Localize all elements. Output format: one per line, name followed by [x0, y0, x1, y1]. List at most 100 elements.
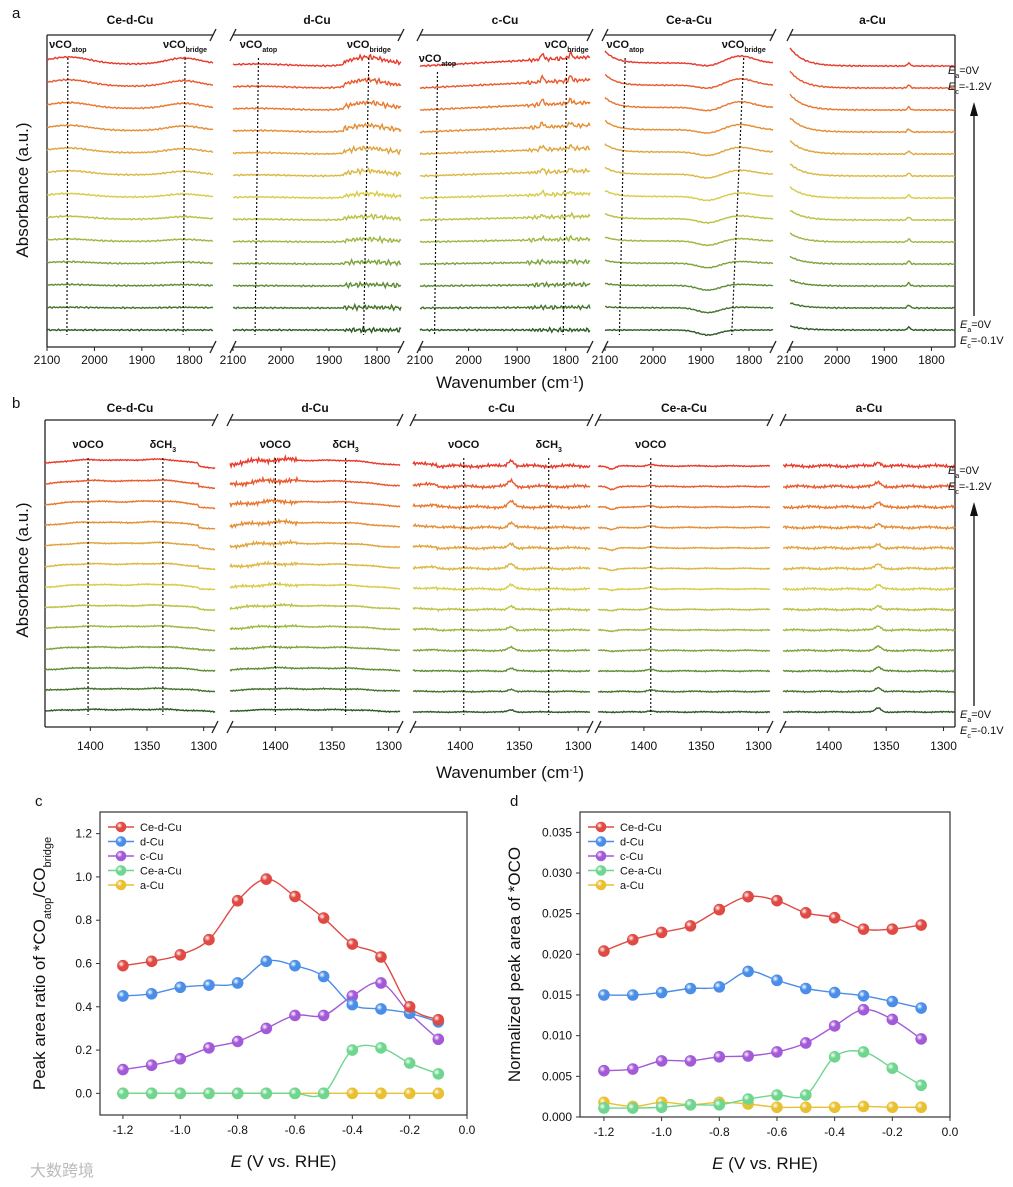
x-tick-label: -0.8 [709, 1125, 730, 1139]
spectrum-trace-12 [782, 686, 956, 694]
subpanel-title: Ce-d-Cu [107, 13, 154, 27]
spectrum-trace-13 [597, 709, 770, 714]
legend-label: a-Cu [620, 880, 644, 892]
x-tick-label: 2100 [34, 353, 61, 367]
subscript: bridge [42, 837, 54, 868]
subscript: 3 [172, 447, 176, 454]
x-tick-label: 1350 [873, 739, 900, 753]
axis-break-mark [586, 720, 594, 734]
spectrum-trace-13 [44, 707, 216, 714]
data-point [684, 1099, 697, 1111]
data-point [684, 982, 697, 995]
data-point [598, 989, 610, 1001]
legend-item-c-cu: c-Cu [108, 850, 163, 863]
y-axis-title: Absorbance (a.u.) [13, 502, 32, 637]
data-point [915, 1033, 927, 1045]
x-tick-label: 2000 [455, 353, 482, 367]
peak-guide-line [731, 57, 745, 336]
data-point [145, 1059, 158, 1072]
data-point [203, 979, 215, 991]
spectrum-trace-4 [598, 524, 771, 531]
x-tick-label: -0.8 [227, 1123, 248, 1137]
series-line [603, 970, 922, 1009]
data-point [828, 911, 841, 924]
x-tick-label: 1900 [688, 353, 715, 367]
legend-label: a-Cu [140, 880, 164, 892]
x-tick-label: 2100 [407, 353, 434, 367]
data-point [684, 920, 697, 932]
x-axis-title-end: ) [578, 373, 584, 392]
spectrum-trace-9 [782, 625, 956, 633]
panel-d: -1.2 -1.0 -0.8 -0.6 -0.4 -0.2 0.0 0.000 0.005 0.0… [505, 811, 959, 1173]
spectrum-trace-3 [229, 496, 401, 509]
axis-break-mark [769, 28, 777, 42]
potential-label-ea: Ea=0V [960, 709, 992, 724]
data-point [203, 1087, 215, 1100]
spectrum-trace-10 [789, 255, 956, 266]
spectrum-trace-11 [232, 280, 402, 290]
data-point [289, 1087, 301, 1100]
spectrum-trace-5 [789, 140, 956, 156]
x-tick-label: 1300 [190, 739, 217, 753]
series-ce-d-cu [598, 890, 927, 957]
x-tick-label: 1400 [262, 739, 289, 753]
peak-label: νCOatop [49, 39, 86, 54]
data-point [203, 933, 215, 946]
peak-label: νCOatop [606, 39, 643, 54]
spectrum-trace-2 [46, 78, 214, 88]
panel-letter-a: a [12, 5, 21, 22]
spectrum-trace-4 [419, 121, 591, 134]
axis-break-mark [594, 413, 602, 427]
data-point [857, 923, 870, 935]
y-tick-label: 1.2 [75, 827, 92, 841]
peak-label-main: νCO [419, 53, 442, 65]
legend-marker [595, 865, 607, 876]
spectrum-trace-10 [419, 258, 591, 266]
peak-guide-line [433, 71, 439, 336]
E-symbol: E [948, 81, 956, 93]
data-point [886, 995, 899, 1008]
spectrum-trace-10 [232, 257, 402, 267]
spectrum-trace-11 [46, 282, 214, 288]
spectrum-trace-3 [419, 97, 591, 112]
legend-item-a-cu: a-Cu [108, 879, 164, 892]
spectrum-trace-12 [605, 305, 774, 314]
data-point [117, 990, 129, 1002]
data-point [915, 1002, 927, 1014]
x-axis-title-rest: (V vs. RHE) [723, 1154, 817, 1173]
subpanel-ce-a-cu: Ce-a-Cu 1400 1350 1300 νOCO [594, 401, 774, 753]
series-line [603, 1008, 922, 1072]
spectrum-trace-1 [782, 461, 956, 470]
spectrum-trace-7 [419, 189, 591, 200]
x-tick-label: 1900 [316, 353, 343, 367]
spectrum-trace-9 [598, 627, 771, 633]
spectrum-trace-5 [229, 538, 401, 551]
x-tick-label: 2100 [777, 353, 804, 367]
data-point [800, 982, 812, 995]
data-point [289, 959, 301, 972]
spectrum-trace-3 [597, 503, 771, 511]
spectrum-trace-6 [782, 563, 956, 572]
data-point [886, 1062, 899, 1074]
x-tick-label: 1350 [134, 739, 161, 753]
legend-item-a-cu: a-Cu [588, 879, 644, 892]
panel-c: -1.2 -1.0 -0.8 -0.6 -0.4 -0.2 0.0 0.0 0.2 0.4 0.6 0… [30, 811, 476, 1171]
subpanel-a-cu: a-Cu 2100 2000 1900 1800 [777, 13, 956, 367]
axis-break-mark [226, 413, 234, 427]
data-point [626, 1102, 639, 1114]
spectrum-trace-4 [46, 123, 214, 132]
subpanel-title: Ce-d-Cu [107, 401, 154, 415]
spectrum-trace-7 [604, 190, 774, 202]
data-point [915, 1101, 927, 1114]
axis-break-mark [397, 340, 405, 354]
spectrum-trace-3 [44, 499, 216, 510]
data-point [828, 986, 841, 999]
data-point [346, 1087, 359, 1100]
subscript: a [967, 717, 971, 724]
x-tick-label: 1300 [930, 739, 957, 753]
spectrum-trace-12 [419, 303, 591, 311]
